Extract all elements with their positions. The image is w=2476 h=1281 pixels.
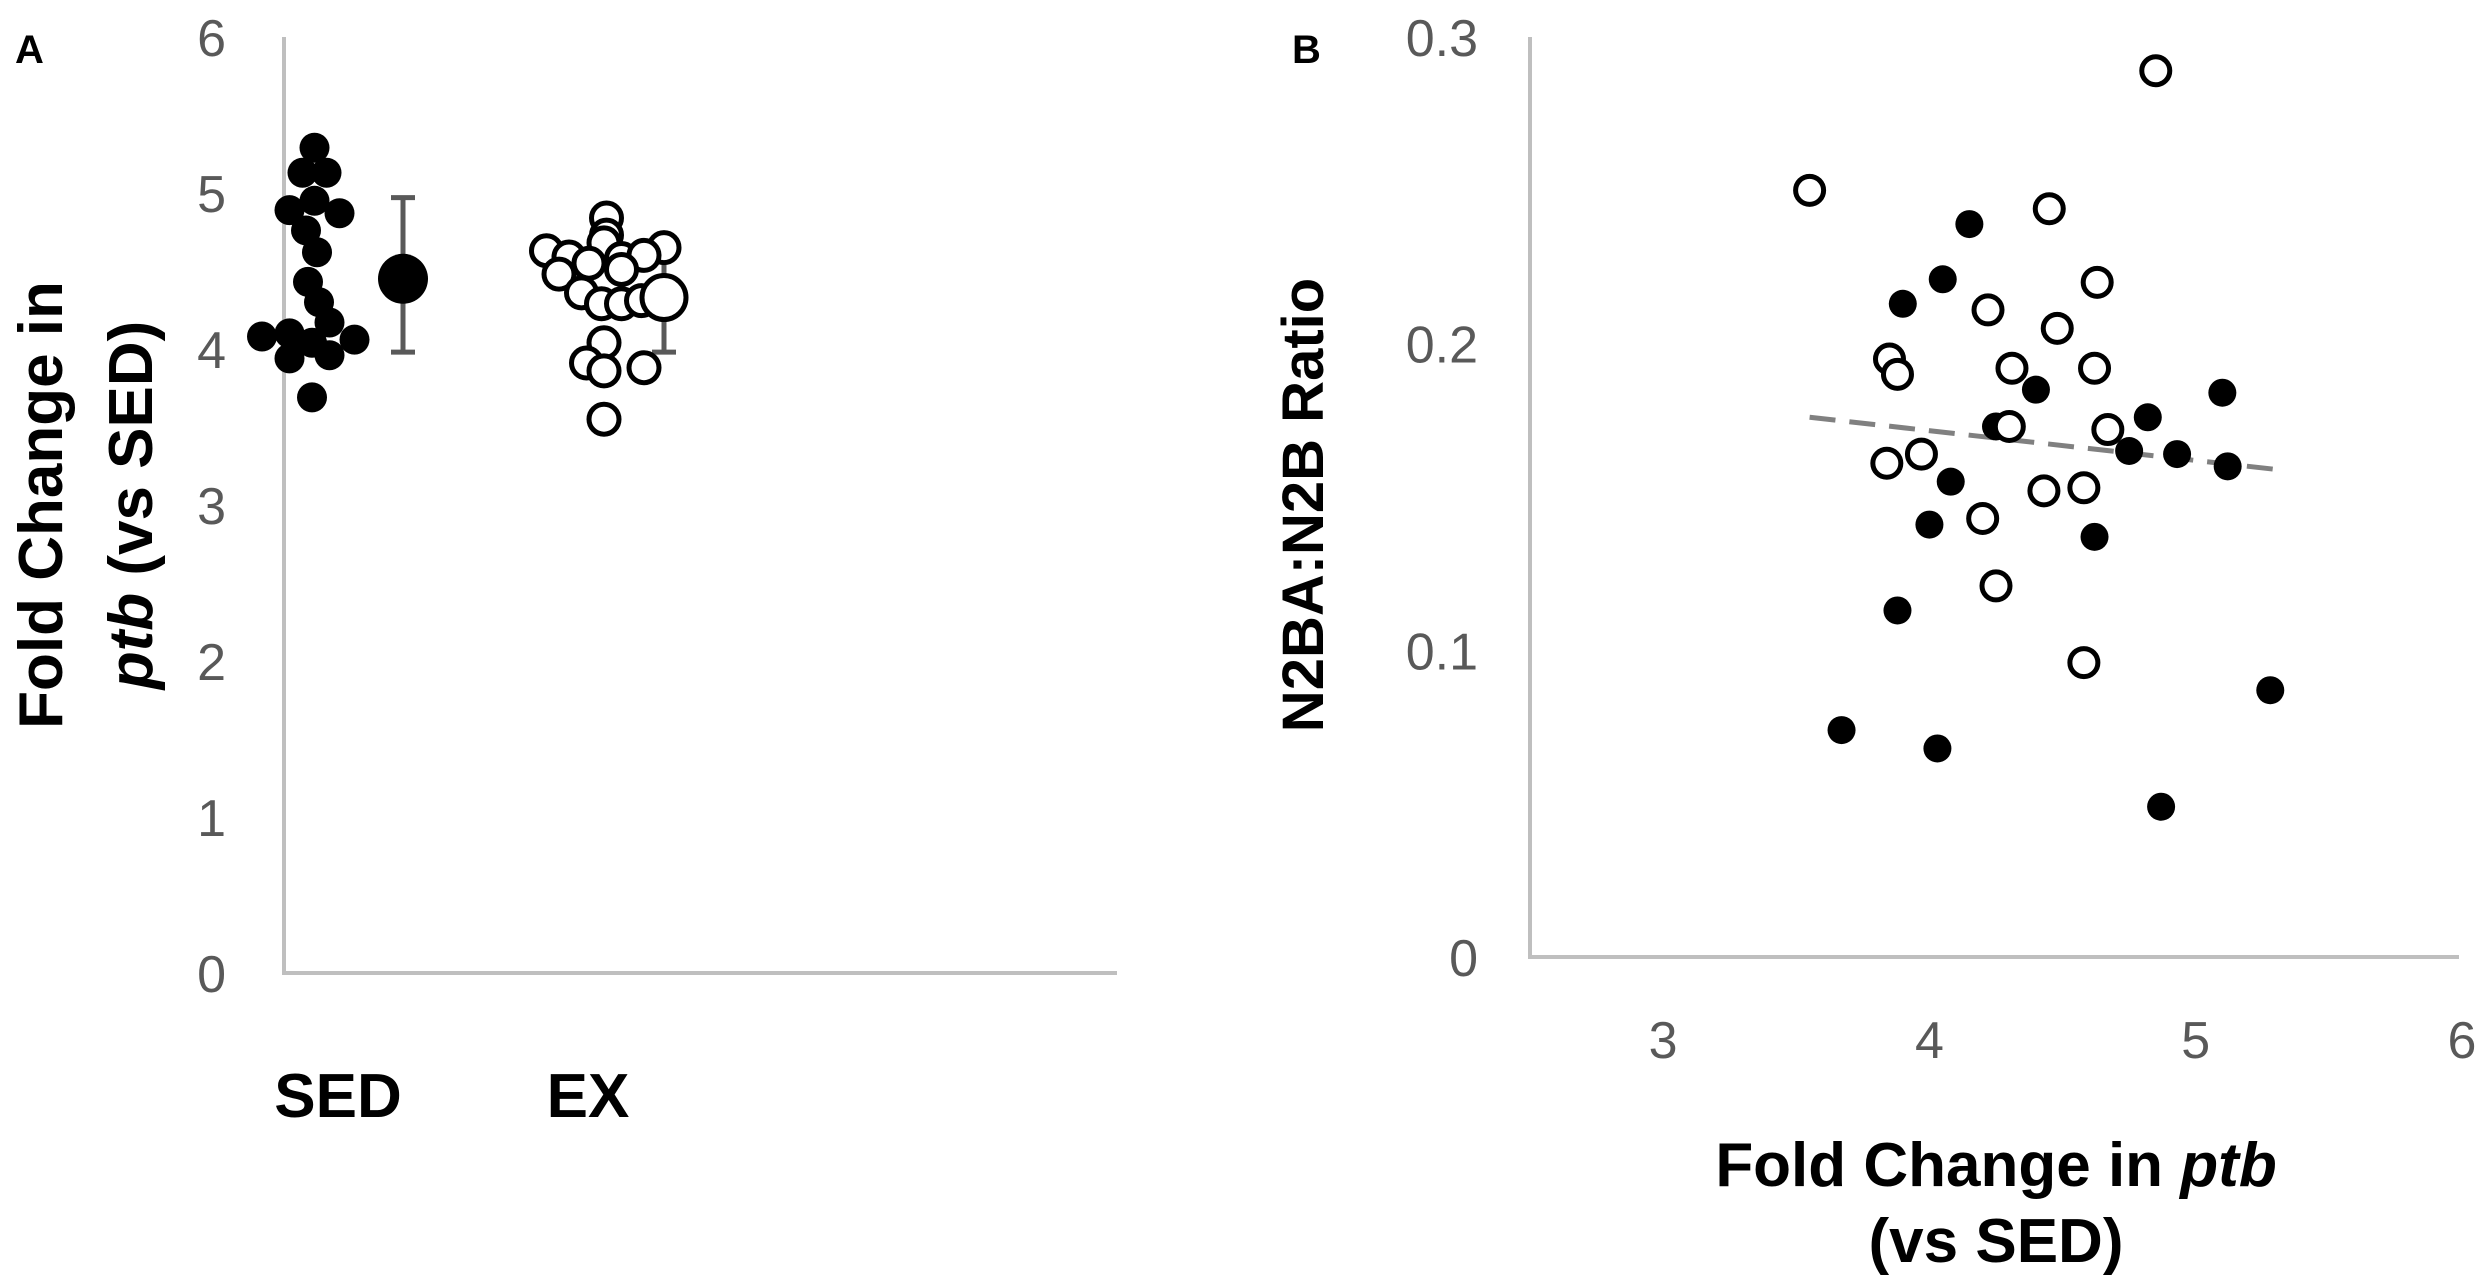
b-x-axis-title-line2: (vs SED) bbox=[1869, 1207, 2124, 1276]
b-data-point bbox=[2080, 265, 2114, 299]
a-y-axis-title-rest: (vs SED) bbox=[97, 321, 166, 593]
b-data-point bbox=[2027, 474, 2061, 508]
a-data-point bbox=[541, 256, 577, 292]
b-x-axis-title-line1: Fold Change in ptb bbox=[1715, 1131, 2276, 1200]
a-data-point bbox=[247, 321, 277, 352]
a-data-point bbox=[324, 198, 355, 229]
a-y-ticks: 0 1 2 3 4 5 6 bbox=[197, 10, 226, 1004]
a-mean-marker bbox=[639, 273, 689, 323]
a-points bbox=[247, 132, 682, 437]
a-y-tick-label: 5 bbox=[197, 166, 226, 224]
a-means bbox=[378, 253, 689, 323]
b-data-point bbox=[2067, 471, 2101, 505]
b-x-tick-label: 5 bbox=[2181, 1012, 2210, 1070]
a-data-point bbox=[626, 350, 662, 386]
a-y-tick-label: 3 bbox=[197, 478, 226, 536]
b-data-point bbox=[1955, 210, 1984, 239]
a-y-tick-label: 2 bbox=[197, 634, 226, 692]
a-data-point bbox=[314, 340, 345, 371]
a-data-point bbox=[604, 251, 639, 287]
b-x-axis-title-prefix: Fold Change in bbox=[1715, 1131, 2180, 1200]
a-data-point bbox=[571, 245, 607, 281]
b-y-tick-label: 0.1 bbox=[1406, 623, 1478, 681]
a-data-point bbox=[287, 157, 318, 188]
a-y-tick-label: 1 bbox=[197, 790, 226, 848]
a-category-labels: SED EX bbox=[274, 1062, 629, 1131]
b-data-point bbox=[1915, 510, 1944, 539]
b-data-point bbox=[1904, 437, 1938, 471]
b-data-point bbox=[2213, 452, 2242, 481]
a-y-tick-label: 6 bbox=[197, 10, 226, 68]
b-data-point bbox=[1870, 446, 1904, 480]
b-y-tick-label: 0.2 bbox=[1406, 317, 1478, 375]
b-y-ticks: 0 0.1 0.2 0.3 bbox=[1406, 10, 1478, 988]
a-y-tick-label: 4 bbox=[197, 322, 226, 380]
b-data-point bbox=[2139, 54, 2173, 88]
panel-a: A 0 1 2 3 4 5 6 SED EX Fold Change in ptb (vs S… bbox=[7, 10, 1117, 1131]
b-data-point bbox=[2080, 522, 2109, 551]
b-data-point bbox=[2208, 378, 2237, 407]
b-x-ticks: 3 4 5 6 bbox=[1649, 1012, 2476, 1070]
b-data-point bbox=[2021, 375, 2050, 404]
b-data-point bbox=[1995, 351, 2029, 385]
b-data-point bbox=[1971, 293, 2005, 327]
a-data-point bbox=[299, 132, 330, 163]
a-data-point bbox=[274, 343, 305, 374]
a-data-point bbox=[274, 195, 305, 226]
b-x-axis-title-italic: ptb bbox=[2178, 1131, 2276, 1200]
b-data-point bbox=[1992, 409, 2026, 443]
b-data-point bbox=[1888, 289, 1917, 318]
a-data-point bbox=[297, 382, 327, 413]
a-category-label: SED bbox=[274, 1062, 401, 1131]
b-y-tick-label: 0.3 bbox=[1406, 10, 1478, 68]
b-data-point bbox=[1880, 357, 1914, 391]
b-y-tick-label: 0 bbox=[1449, 930, 1478, 988]
b-data-point bbox=[2256, 676, 2285, 705]
a-category-label: EX bbox=[547, 1062, 630, 1131]
b-data-point bbox=[1923, 734, 1952, 763]
a-data-point bbox=[311, 157, 342, 188]
b-data-point bbox=[2163, 440, 2192, 469]
b-data-point bbox=[2133, 403, 2162, 432]
b-data-point bbox=[2040, 311, 2074, 345]
b-data-point bbox=[2078, 351, 2112, 385]
b-data-point bbox=[2067, 646, 2101, 680]
b-data-point bbox=[2147, 792, 2176, 821]
b-x-tick-label: 4 bbox=[1915, 1012, 1944, 1070]
b-data-point bbox=[2115, 437, 2144, 465]
b-data-point bbox=[1827, 716, 1856, 745]
b-data-point bbox=[1793, 173, 1827, 207]
b-data-point bbox=[2032, 192, 2066, 226]
a-data-point bbox=[339, 324, 370, 355]
b-y-axis-title: N2BA:N2B Ratio bbox=[1271, 278, 1336, 732]
a-y-tick-label: 0 bbox=[197, 946, 226, 1004]
b-points bbox=[1793, 54, 2285, 821]
a-y-axis-title-italic: ptb bbox=[97, 593, 166, 691]
a-data-point bbox=[299, 185, 330, 216]
a-data-point bbox=[302, 237, 332, 268]
panel-b: B 0 0.1 0.2 0.3 3 4 5 6 N2BA:N2B Ratio Fold Ch… bbox=[1271, 10, 2476, 1276]
panel-letter-a: A bbox=[15, 28, 44, 72]
b-x-tick-label: 6 bbox=[2448, 1012, 2476, 1070]
b-data-point bbox=[1979, 569, 2013, 603]
a-y-axis-title-line2: ptb (vs SED) bbox=[97, 321, 166, 692]
panel-letter-b: B bbox=[1292, 28, 1321, 72]
a-data-point bbox=[586, 401, 622, 437]
a-data-point bbox=[274, 318, 305, 349]
a-data-point bbox=[586, 353, 622, 389]
b-data-point bbox=[1928, 265, 1957, 294]
b-data-point bbox=[1883, 596, 1912, 625]
b-data-point bbox=[1936, 467, 1965, 496]
b-data-point bbox=[1966, 501, 2000, 535]
a-data-point bbox=[314, 307, 345, 338]
b-data-point bbox=[2091, 413, 2125, 447]
b-x-tick-label: 3 bbox=[1649, 1012, 1678, 1070]
a-y-axis-title-line1: Fold Change in bbox=[7, 281, 76, 729]
a-mean-marker bbox=[378, 253, 428, 304]
